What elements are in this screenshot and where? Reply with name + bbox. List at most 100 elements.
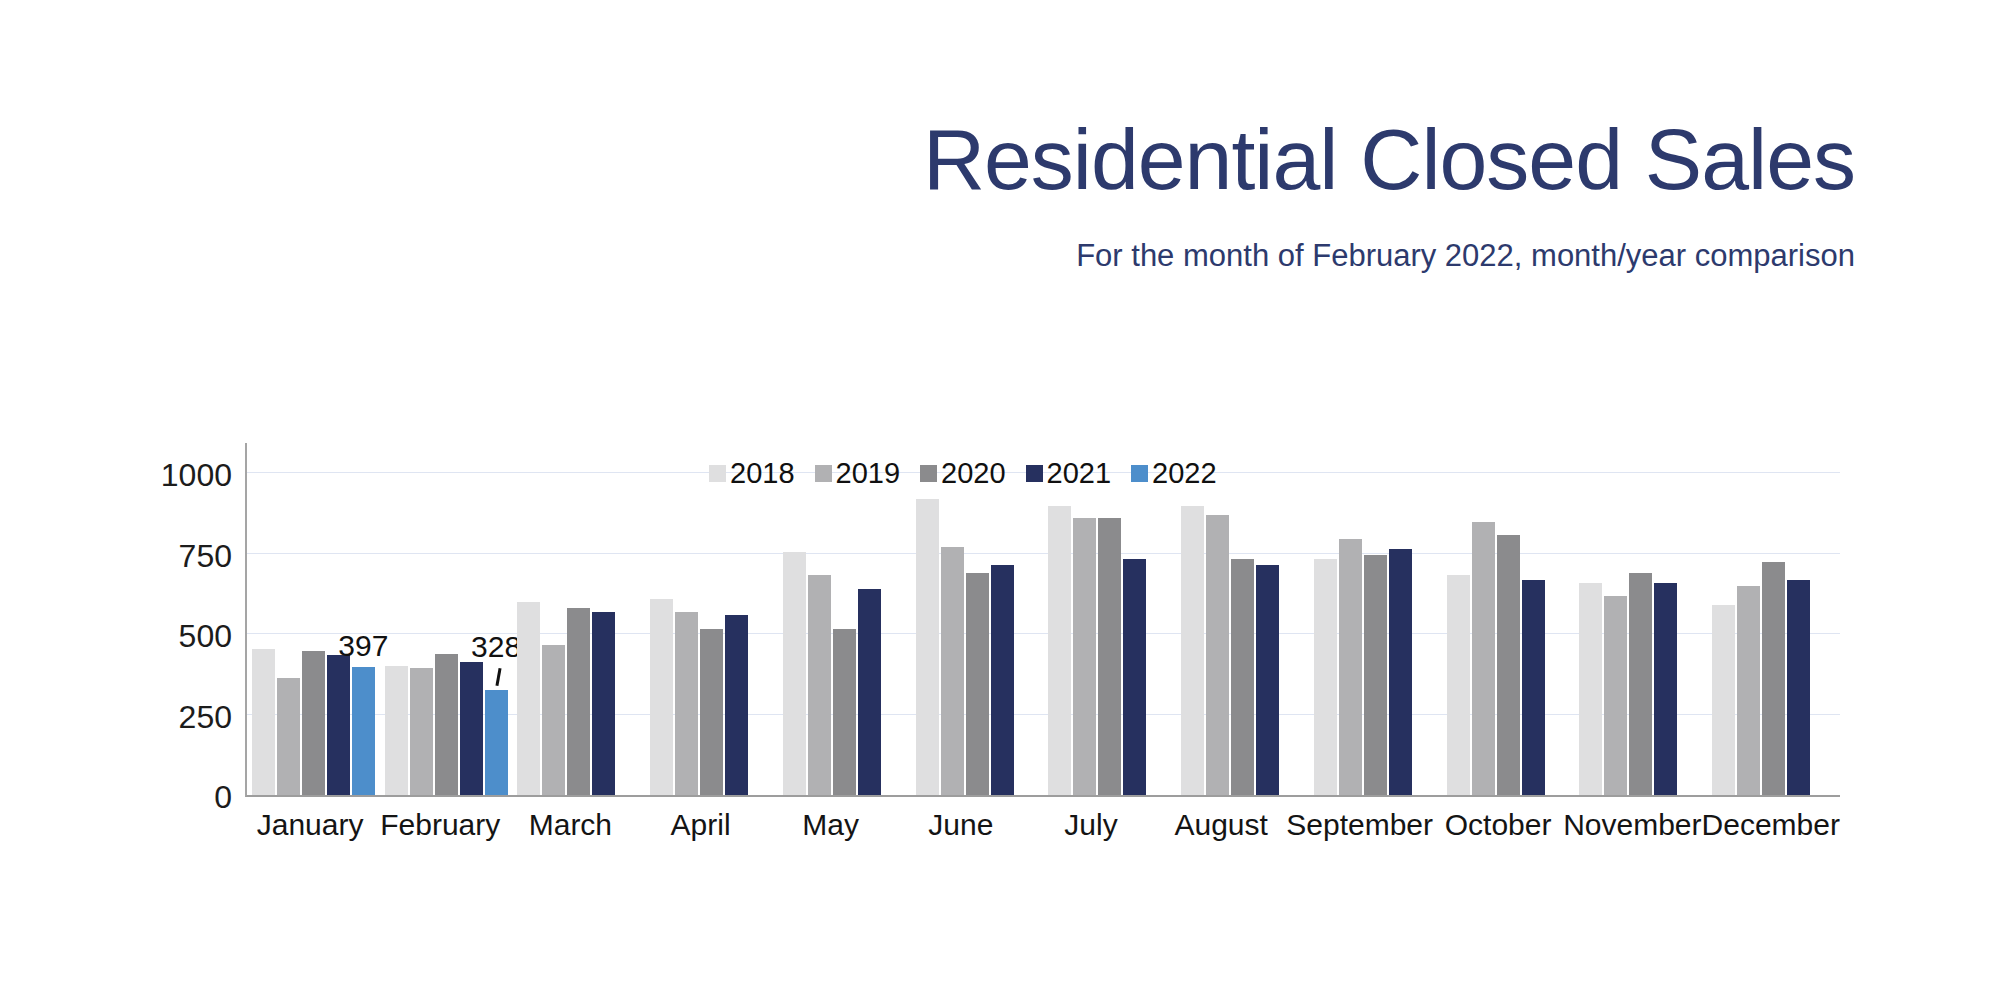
bar-2018-april [650, 599, 673, 795]
legend-label: 2022 [1152, 457, 1217, 490]
bar-groups: 397 328 [247, 443, 1840, 795]
legend-swatch-icon [1131, 465, 1148, 482]
data-label-328: 328 [471, 630, 521, 664]
page-title: Residential Closed Sales [923, 112, 1855, 207]
bar-group-june [911, 443, 1044, 795]
bar-2018-august [1181, 506, 1204, 795]
bar-2019-november [1604, 596, 1627, 795]
bar-2020-may [833, 629, 856, 795]
x-label-december: December [1702, 808, 1840, 842]
bar-2018-june [916, 499, 939, 795]
y-tick-label-1000: 1000 [122, 458, 232, 492]
bar-2019-january [277, 678, 300, 795]
bar-2021-february [460, 662, 483, 795]
bar-2020-january [302, 651, 325, 795]
bar-2019-october [1472, 522, 1495, 795]
y-tick-label-250: 250 [122, 700, 232, 734]
y-tick-label-750: 750 [122, 539, 232, 573]
bar-2021-september [1389, 549, 1412, 795]
bar-2022-february: 328 [485, 690, 508, 795]
bar-2021-july [1123, 559, 1146, 795]
legend-label: 2018 [730, 457, 795, 490]
bar-group-july [1044, 443, 1177, 795]
bar-2021-january [327, 655, 350, 795]
bar-2019-february [410, 668, 433, 795]
x-label-march: March [505, 808, 635, 842]
legend-item-2021: 2021 [1026, 457, 1112, 490]
bar-group-october [1442, 443, 1575, 795]
bar-2019-june [941, 547, 964, 795]
bar-2020-august [1231, 559, 1254, 795]
x-label-february: February [375, 808, 505, 842]
bar-group-august [1176, 443, 1309, 795]
legend-swatch-icon [1026, 465, 1043, 482]
residential-closed-sales-infographic: Residential Closed Sales For the month o… [0, 0, 2000, 1000]
bar-group-february: 328 [380, 443, 513, 795]
bar-2019-september [1339, 539, 1362, 795]
bar-2018-october [1447, 575, 1470, 795]
plot-area: 397 328 2018 2019 2020 2021 2022 [245, 443, 1840, 797]
legend-label: 2021 [1047, 457, 1112, 490]
legend-item-2018: 2018 [709, 457, 795, 490]
bar-2021-april [725, 615, 748, 795]
bar-2021-december [1787, 580, 1810, 795]
x-label-november: November [1563, 808, 1701, 842]
bar-2018-july [1048, 506, 1071, 795]
bar-2020-october [1497, 535, 1520, 795]
bar-2021-march [592, 612, 615, 795]
bar-group-january: 397 [247, 443, 380, 795]
bar-2021-june [991, 565, 1014, 795]
x-label-january: January [245, 808, 375, 842]
bar-2020-april [700, 629, 723, 795]
x-label-may: May [766, 808, 896, 842]
bar-2020-november [1629, 573, 1652, 795]
bar-2018-november [1579, 583, 1602, 795]
bar-2020-february [435, 654, 458, 795]
x-label-september: September [1286, 808, 1433, 842]
y-tick-label-0: 0 [122, 780, 232, 814]
data-label-397: 397 [338, 629, 388, 663]
bar-group-december [1707, 443, 1840, 795]
bar-2020-september [1364, 555, 1387, 795]
bar-2020-june [966, 573, 989, 795]
legend-swatch-icon [815, 465, 832, 482]
page-subtitle: For the month of February 2022, month/ye… [1076, 238, 1855, 274]
bar-group-march [513, 443, 646, 795]
bar-2019-march [542, 645, 565, 795]
bar-2018-january [252, 649, 275, 795]
bar-2018-march [517, 602, 540, 795]
bar-2021-october [1522, 580, 1545, 795]
bar-2018-may [783, 552, 806, 795]
bar-2020-december [1762, 562, 1785, 795]
bar-2019-july [1073, 518, 1096, 795]
annotation-leader-line [496, 667, 502, 685]
x-label-april: April [635, 808, 765, 842]
x-label-june: June [896, 808, 1026, 842]
bar-2019-may [808, 575, 831, 795]
bar-2021-august [1256, 565, 1279, 795]
bar-2021-november [1654, 583, 1677, 795]
bar-2018-september [1314, 559, 1337, 795]
bar-2021-may [858, 589, 881, 795]
x-label-august: August [1156, 808, 1286, 842]
bar-2020-july [1098, 518, 1121, 795]
x-label-october: October [1433, 808, 1563, 842]
legend-label: 2019 [836, 457, 901, 490]
bar-group-september [1309, 443, 1442, 795]
legend-label: 2020 [941, 457, 1006, 490]
legend-item-2019: 2019 [815, 457, 901, 490]
legend-swatch-icon [709, 465, 726, 482]
bar-2019-december [1737, 586, 1760, 795]
y-tick-label-500: 500 [122, 619, 232, 653]
bar-2019-august [1206, 515, 1229, 795]
chart-legend: 2018 2019 2020 2021 2022 [709, 457, 1217, 490]
legend-item-2020: 2020 [920, 457, 1006, 490]
bar-group-november [1575, 443, 1708, 795]
bar-2018-february [385, 666, 408, 795]
bar-group-april [645, 443, 778, 795]
legend-item-2022: 2022 [1131, 457, 1217, 490]
bar-group-may [778, 443, 911, 795]
x-label-july: July [1026, 808, 1156, 842]
legend-swatch-icon [920, 465, 937, 482]
bar-2022-january: 397 [352, 667, 375, 795]
